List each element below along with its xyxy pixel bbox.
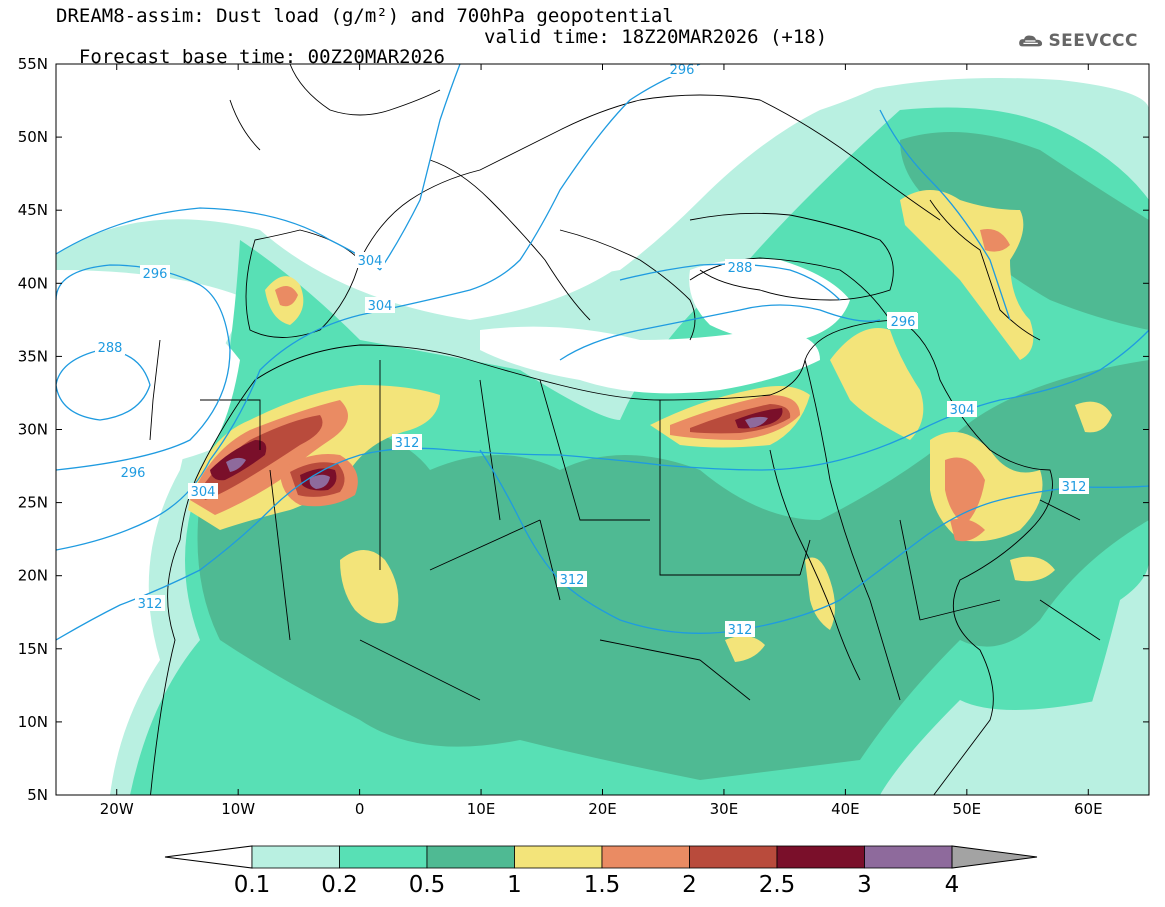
- svg-text:312: 312: [728, 623, 753, 638]
- svg-text:312: 312: [1062, 480, 1087, 495]
- contour-label: 296: [667, 61, 697, 78]
- lat-label: 40N: [18, 274, 48, 292]
- svg-text:304: 304: [358, 254, 383, 269]
- colorbar: 0.1 0.2 0.5 1 1.5 2 2.5 3 4: [164, 845, 1038, 898]
- colorbar-label: 0.2: [321, 872, 358, 898]
- colorbar-label: 0.5: [409, 872, 446, 898]
- lon-label: 30E: [710, 800, 739, 818]
- map-subtitle: Forecast base time: 00Z20MAR2026 valid t…: [56, 27, 827, 87]
- lat-label: 15N: [18, 640, 48, 658]
- colorbar-over-arrow: [951, 845, 1038, 869]
- dust-shading: [56, 64, 1149, 795]
- lon-label: 40E: [831, 800, 860, 818]
- colorbar-bin: [339, 845, 428, 869]
- lat-label: 20N: [18, 567, 48, 585]
- contour-label: 312: [392, 434, 422, 451]
- lat-label: 35N: [18, 347, 48, 365]
- colorbar-bin: [251, 845, 340, 869]
- colorbar-label: 1: [507, 872, 522, 898]
- lon-label: 60E: [1074, 800, 1103, 818]
- colorbar-bin: [864, 845, 953, 869]
- colorbar-label: 0.1: [234, 872, 271, 898]
- svg-text:296: 296: [121, 466, 146, 481]
- contour-label: 304: [355, 252, 385, 269]
- colorbar-label: 2.5: [759, 872, 796, 898]
- lat-label: 10N: [18, 713, 48, 731]
- contour-label: 296: [118, 464, 148, 481]
- axes: 20W 10W 0 10E 20E 30E 40E 50E 60E 55N 50N 45N 40N 35N…: [18, 55, 1149, 818]
- lat-label: 45N: [18, 201, 48, 219]
- colorbar-bin: [514, 845, 603, 869]
- svg-text:296: 296: [891, 315, 916, 330]
- lon-label: 20W: [100, 800, 134, 818]
- svg-text:296: 296: [143, 267, 168, 282]
- lat-label: 55N: [18, 55, 48, 73]
- svg-text:288: 288: [98, 341, 123, 356]
- lat-label: 30N: [18, 421, 48, 439]
- contour-label: 288: [95, 339, 125, 356]
- svg-text:288: 288: [728, 261, 753, 276]
- contour-label: 312: [557, 571, 587, 588]
- lon-label: 10E: [467, 800, 496, 818]
- svg-text:312: 312: [138, 597, 163, 612]
- contour-label: 296: [140, 265, 170, 282]
- colorbar-bin: [776, 845, 865, 869]
- contour-label: 312: [135, 595, 165, 612]
- svg-text:296: 296: [670, 63, 695, 78]
- logo-text: SEEVCCC: [1048, 31, 1138, 51]
- lat-label: 50N: [18, 128, 48, 146]
- lon-label: 10W: [221, 800, 255, 818]
- cloud-icon: [1019, 35, 1043, 47]
- lon-label: 0: [355, 800, 365, 818]
- colorbar-label: 4: [945, 872, 960, 898]
- valid-time-label: valid time: 18Z20MAR2026 (+18): [484, 26, 828, 48]
- colorbar-label: 1.5: [584, 872, 621, 898]
- colorbar-bin: [689, 845, 778, 869]
- colorbar-under-arrow: [164, 845, 253, 869]
- contour-label: 288: [725, 259, 755, 276]
- lon-label: 20E: [588, 800, 617, 818]
- colorbar-bin: [601, 845, 690, 869]
- svg-text:304: 304: [368, 299, 393, 314]
- base-time-label: Forecast base time: 00Z20MAR2026: [78, 46, 445, 68]
- coastlines: [149, 64, 1101, 795]
- contour-labels: 296 304 288 296 304 312 304 296 296 288 304 312 312 3…: [95, 61, 1089, 638]
- contour-label: 296: [888, 313, 918, 330]
- seevccc-logo: SEEVCCC: [1018, 26, 1138, 56]
- contour-label: 304: [188, 483, 218, 500]
- colorbar-bin: [426, 845, 515, 869]
- svg-text:312: 312: [560, 573, 585, 588]
- contour-label: 304: [365, 297, 395, 314]
- contour-label: 304: [947, 401, 977, 418]
- lon-label: 50E: [953, 800, 982, 818]
- contour-label: 312: [725, 621, 755, 638]
- svg-text:312: 312: [395, 436, 420, 451]
- svg-text:304: 304: [191, 485, 216, 500]
- lat-label: 5N: [27, 786, 48, 804]
- contour-label: 312: [1059, 478, 1089, 495]
- lat-label: 25N: [18, 494, 48, 512]
- map-title: DREAM8-assim: Dust load (g/m²) and 700hP…: [56, 5, 674, 27]
- geopotential-contours: [56, 64, 1149, 641]
- colorbar-label: 3: [857, 872, 872, 898]
- svg-text:304: 304: [950, 403, 975, 418]
- colorbar-label: 2: [682, 872, 697, 898]
